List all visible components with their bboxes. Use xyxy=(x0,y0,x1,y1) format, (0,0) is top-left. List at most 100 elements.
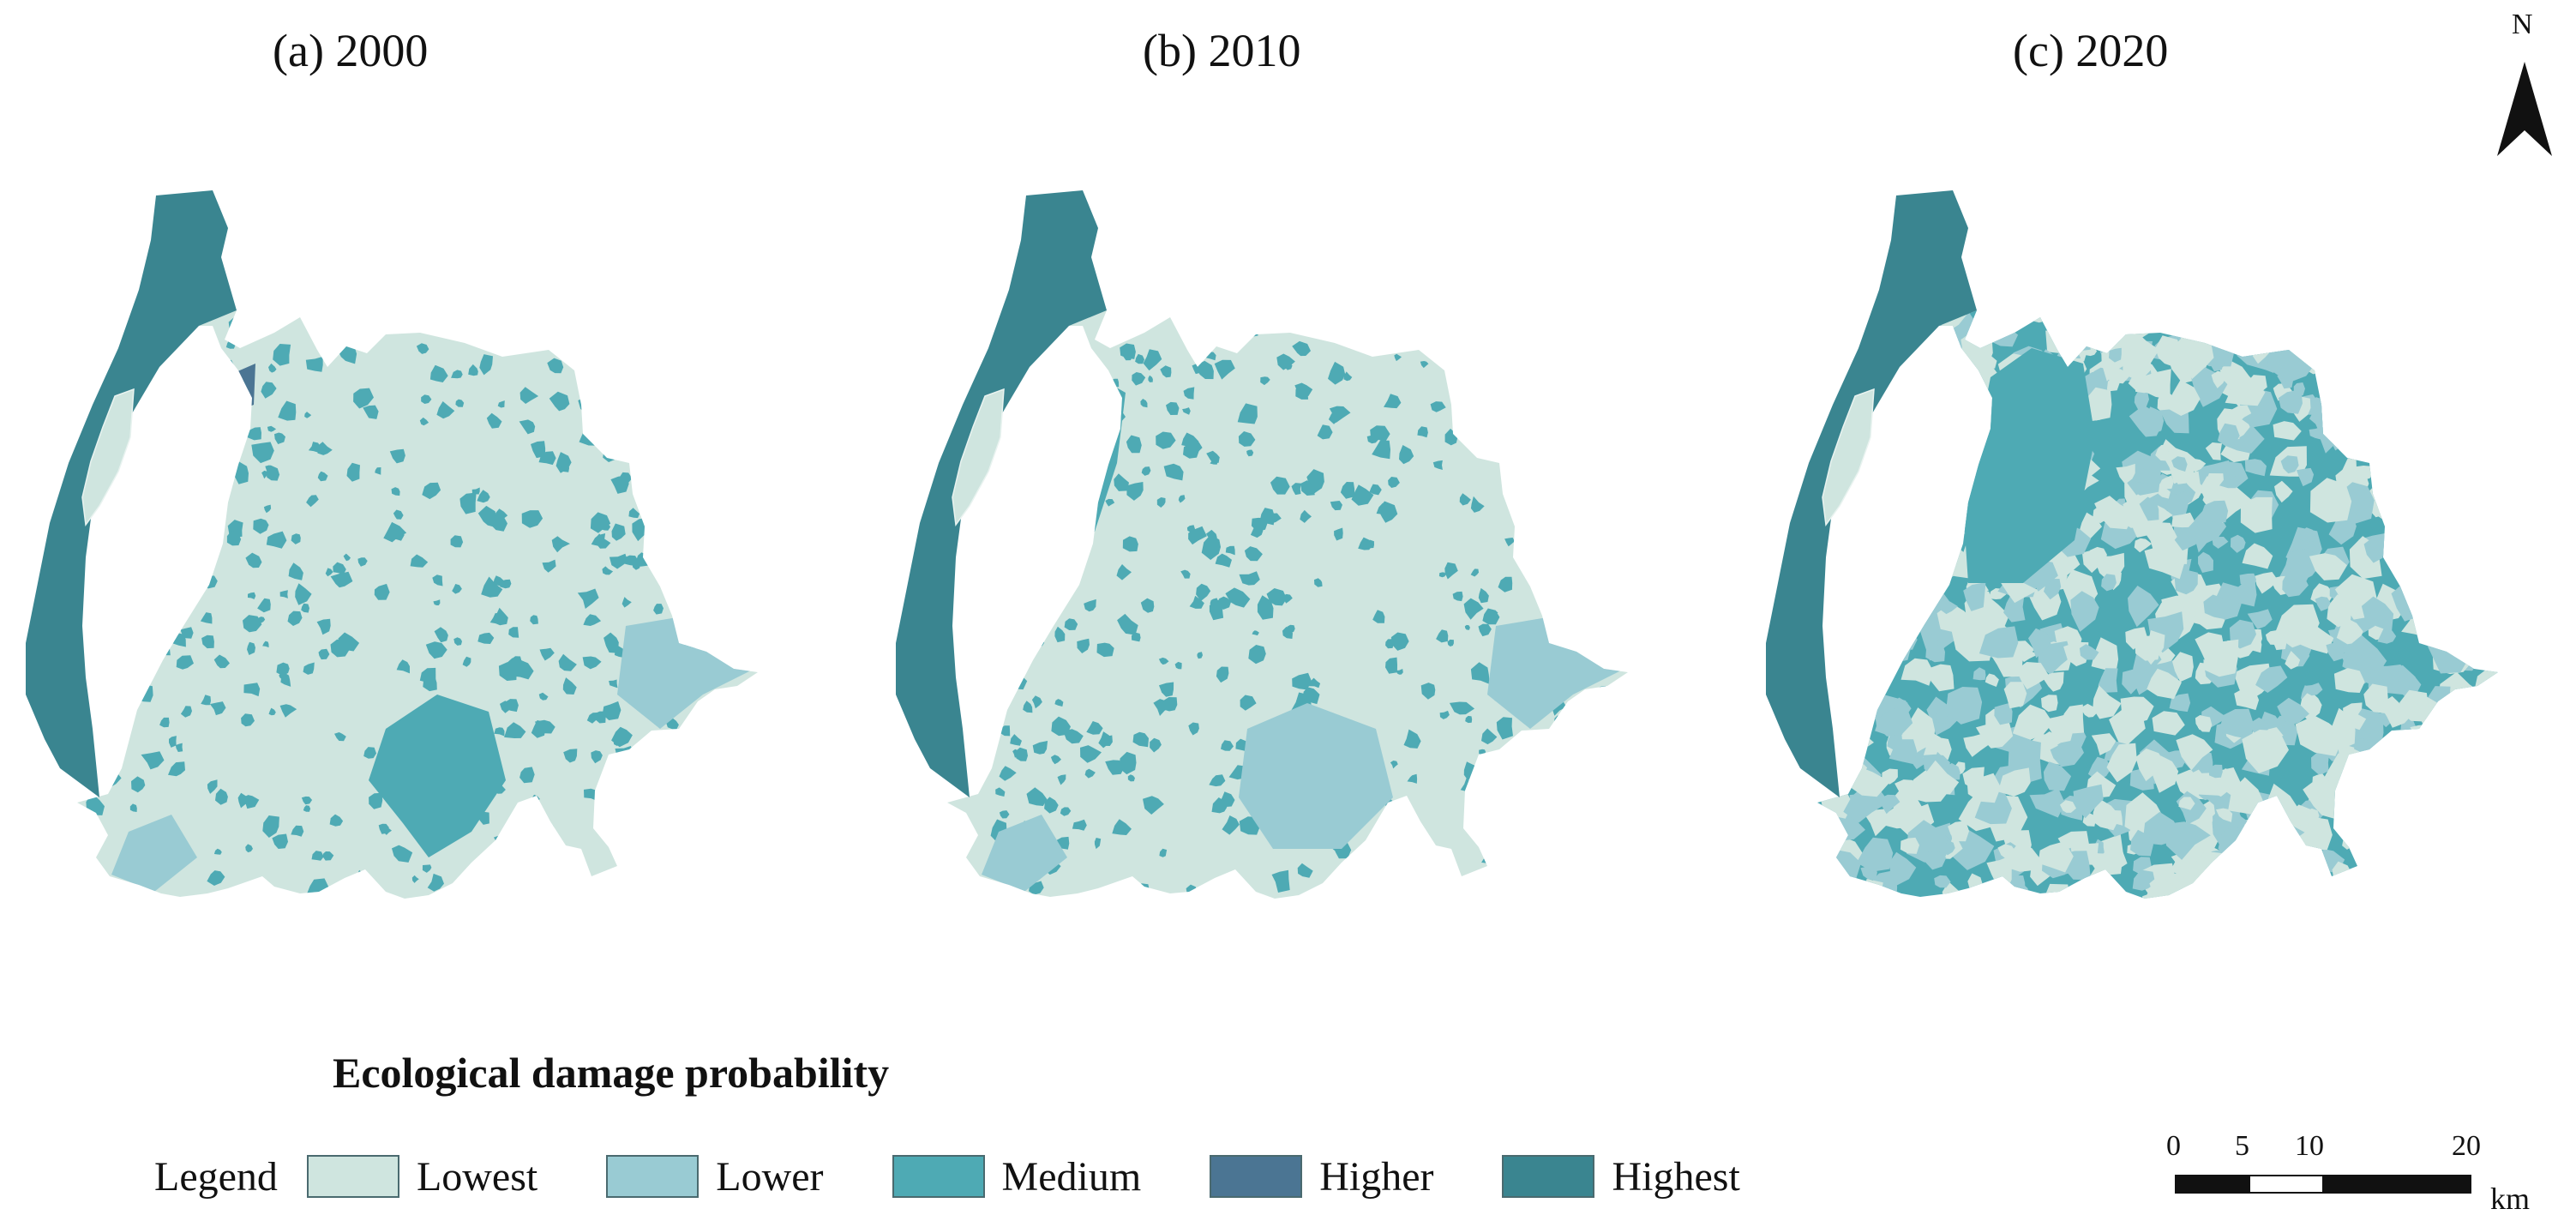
medium-patch xyxy=(251,442,274,464)
medium-patch xyxy=(535,719,555,734)
medium-patch xyxy=(1359,322,1374,338)
medium-patch xyxy=(1575,550,1592,567)
land-patch xyxy=(2447,837,2473,862)
medium-patch xyxy=(1499,388,1515,402)
medium-patch xyxy=(1244,546,1263,562)
land-patch xyxy=(1915,395,1944,438)
land-patch xyxy=(2469,747,2498,790)
medium-patch xyxy=(675,364,688,379)
land-patch xyxy=(1939,599,1958,615)
medium-patch xyxy=(1153,699,1172,716)
medium-patch xyxy=(659,572,679,590)
medium-patch xyxy=(1439,710,1450,719)
legend: Legend Lowest Lower Medium Higher Highes… xyxy=(154,1149,1740,1204)
medium-patch xyxy=(1210,598,1219,607)
medium-patch xyxy=(343,553,351,562)
land-patch xyxy=(2465,647,2483,663)
medium-patch xyxy=(1054,626,1066,643)
medium-patch xyxy=(1411,882,1420,890)
medium-patch xyxy=(1106,319,1125,339)
panel-title-2000: (a) 2000 xyxy=(273,25,429,76)
land-patch xyxy=(2147,668,2182,700)
land-patch xyxy=(2208,356,2225,372)
medium-patch xyxy=(1141,466,1151,476)
medium-patch xyxy=(1235,738,1247,752)
medium-patch xyxy=(1060,519,1081,532)
medium-patch xyxy=(479,354,493,376)
medium-patch xyxy=(1222,815,1240,835)
medium-patch xyxy=(353,388,374,409)
medium-patch xyxy=(213,654,230,669)
legend-item-lower: Lower xyxy=(606,1153,824,1200)
land-patch xyxy=(1894,779,1918,804)
medium-patch xyxy=(654,389,674,411)
medium-patch xyxy=(268,363,277,373)
medium-patch xyxy=(410,554,429,568)
medium-patch xyxy=(1077,375,1096,395)
medium-patch xyxy=(696,329,710,342)
medium-patch xyxy=(318,648,330,660)
medium-patch xyxy=(421,394,432,404)
land-patch xyxy=(1981,887,1996,899)
land-patch xyxy=(2232,888,2267,899)
land-patch xyxy=(2201,639,2239,677)
medium-patch xyxy=(115,733,129,745)
medium-patch xyxy=(459,492,477,514)
medium-patch xyxy=(266,531,287,549)
land-patch xyxy=(1963,582,1986,611)
land-patch xyxy=(2255,572,2279,594)
medium-patch xyxy=(1237,403,1258,424)
medium-patch xyxy=(677,882,694,899)
medium-patch xyxy=(1376,502,1392,517)
river-highest xyxy=(896,190,1107,797)
land-patch xyxy=(1830,635,1854,659)
land-patch xyxy=(2152,711,2185,736)
medium-patch xyxy=(1117,613,1138,635)
medium-patch xyxy=(201,635,214,649)
land-patch xyxy=(2354,366,2387,404)
medium-patch xyxy=(1478,767,1487,779)
land-patch xyxy=(2139,496,2159,521)
land-patch xyxy=(2195,714,2210,731)
medium-patch xyxy=(1257,595,1274,620)
medium-patch xyxy=(1065,532,1080,547)
land-patch xyxy=(2341,458,2357,478)
land-patch xyxy=(1906,407,1931,435)
medium-patch xyxy=(594,533,611,549)
medium-patch xyxy=(1005,484,1014,491)
medium-patch xyxy=(363,405,379,419)
medium-patch xyxy=(261,470,268,479)
medium-patch xyxy=(679,453,689,461)
medium-patch xyxy=(1526,415,1546,438)
medium-patch xyxy=(973,516,985,531)
land-patch xyxy=(1894,547,1916,568)
land-patch xyxy=(2390,399,2418,423)
land-patch xyxy=(2293,382,2305,399)
medium-patch xyxy=(490,515,507,532)
medium-patch xyxy=(1343,371,1353,382)
land-patch xyxy=(1876,631,1912,664)
land-patch xyxy=(2141,369,2171,400)
land-patch xyxy=(2357,327,2391,364)
medium-patch xyxy=(268,707,276,716)
land-patch xyxy=(1878,604,1900,623)
medium-patch xyxy=(602,701,621,720)
land-patch xyxy=(2219,470,2242,489)
land-patch xyxy=(2423,362,2440,376)
medium-patch xyxy=(207,779,218,794)
medium-patch xyxy=(450,535,464,548)
medium-patch xyxy=(129,803,137,812)
land-patch xyxy=(2390,364,2433,404)
land-patch xyxy=(2159,475,2174,490)
medium-patch xyxy=(279,704,297,718)
land-patch xyxy=(2428,742,2458,769)
medium-patch xyxy=(261,382,277,399)
medium-patch xyxy=(1252,630,1259,636)
scale-tick-10: 10 xyxy=(2295,1130,2324,1162)
medium-patch xyxy=(1126,435,1142,454)
land-patch xyxy=(2471,566,2496,603)
land-patch xyxy=(1906,520,1939,554)
land-patch xyxy=(2174,337,2214,380)
scale-tick-0: 0 xyxy=(2166,1130,2181,1162)
medium-patch xyxy=(1369,484,1382,496)
